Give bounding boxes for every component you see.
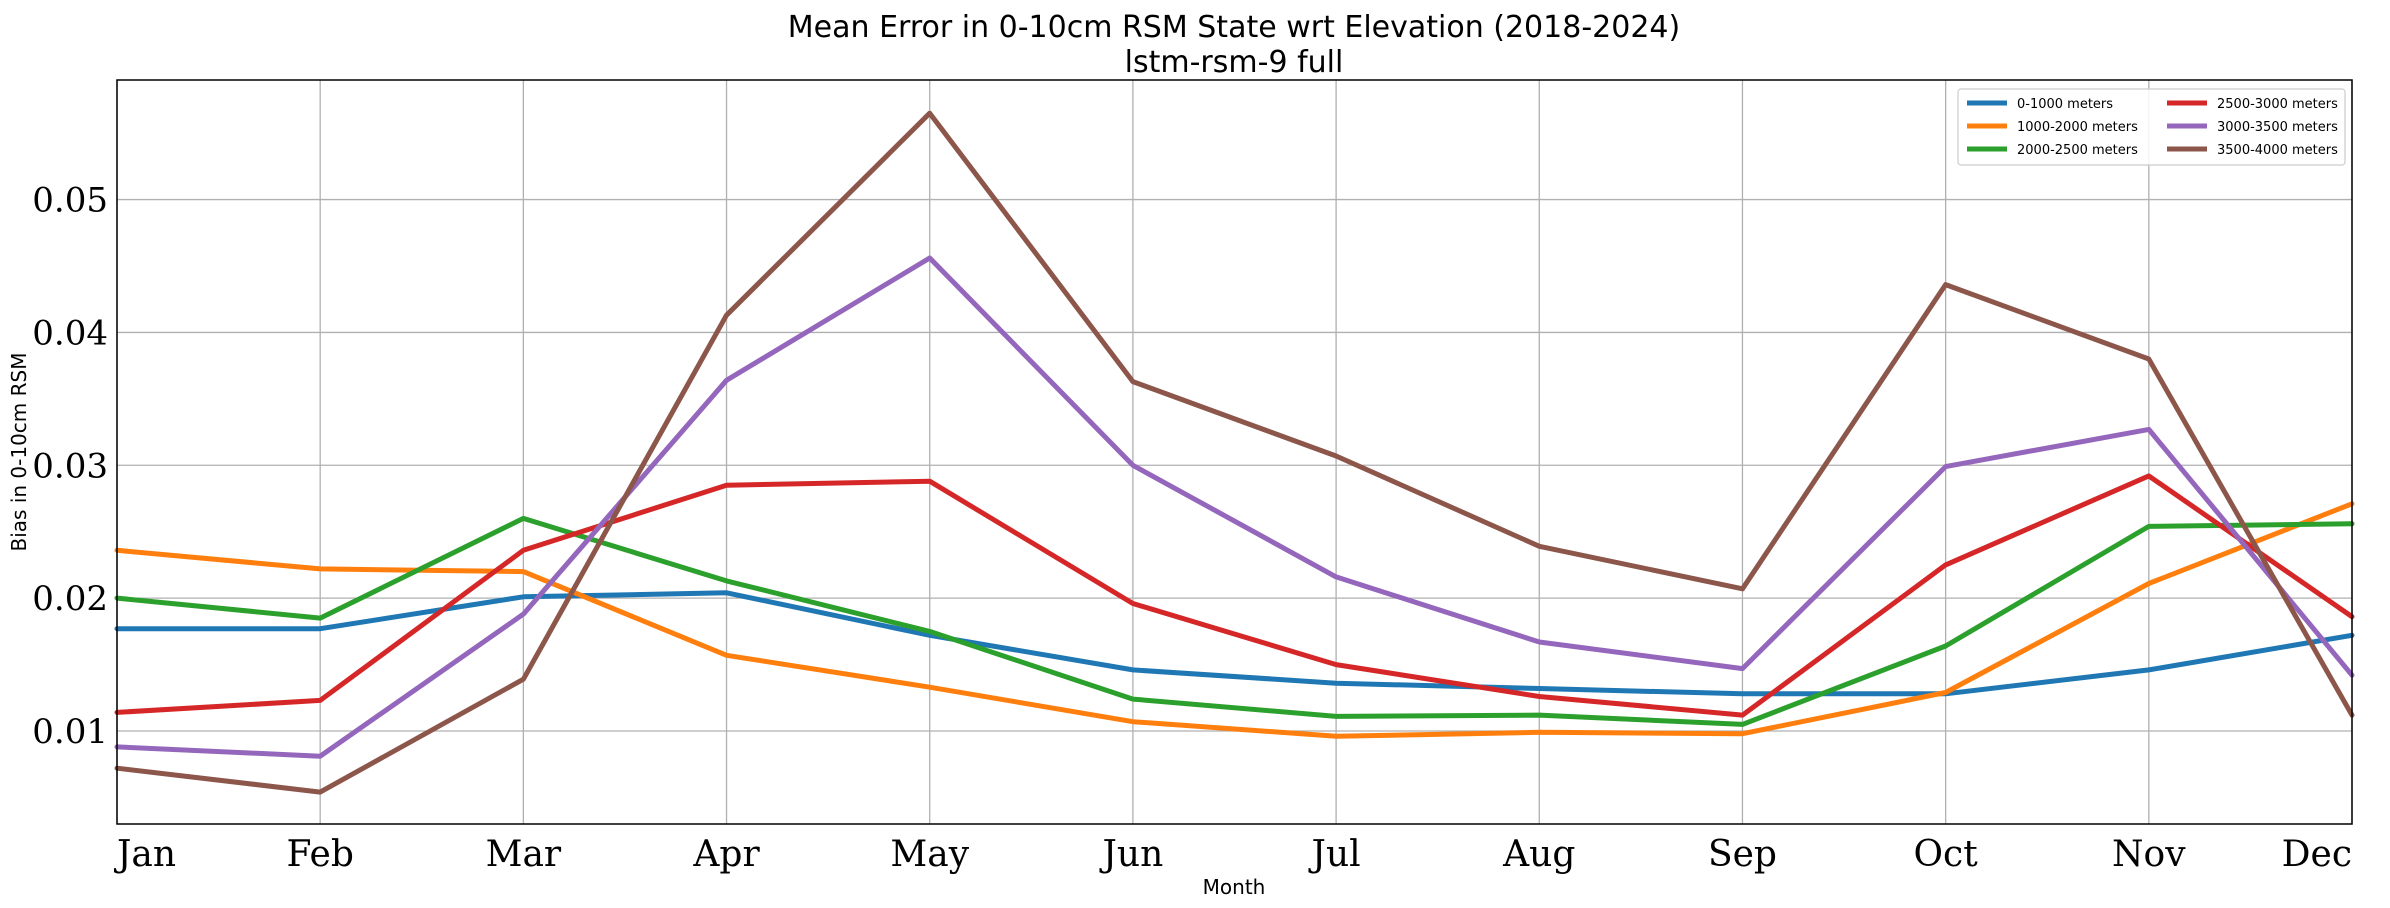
legend-label: 2500-3000 meters bbox=[2217, 97, 2338, 112]
x-tick-label: Nov bbox=[2112, 834, 2186, 875]
x-tick-label: Jun bbox=[1099, 834, 1164, 875]
x-axis-label: Month bbox=[1203, 875, 1266, 899]
x-tick-label: Jan bbox=[113, 834, 176, 875]
x-tick-label: May bbox=[890, 834, 969, 875]
legend-label: 1000-2000 meters bbox=[2017, 120, 2138, 135]
series-line-2500-3000-meters bbox=[114, 473, 2355, 718]
x-tick-label: Feb bbox=[287, 834, 354, 875]
y-tick-label: 0.03 bbox=[32, 446, 108, 486]
chart-title: Mean Error in 0-10cm RSM State wrt Eleva… bbox=[788, 10, 1680, 45]
x-tick-label: Apr bbox=[692, 834, 760, 875]
series-line-0-1000-meters bbox=[114, 590, 2355, 697]
chart-subtitle: lstm-rsm-9 full bbox=[1125, 45, 1344, 80]
x-tick-label: Sep bbox=[1708, 834, 1777, 875]
series-line-1000-2000-meters bbox=[114, 501, 2355, 739]
y-tick-label: 0.01 bbox=[32, 712, 108, 752]
x-tick-label: Jul bbox=[1308, 834, 1361, 875]
x-tick-label: Oct bbox=[1914, 834, 1979, 875]
legend-label: 2000-2500 meters bbox=[2017, 143, 2138, 158]
legend-label: 0-1000 meters bbox=[2017, 97, 2113, 112]
x-tick-labels: Jan Feb Mar Apr May Jun Jul Aug Sep Oct Nov Dec bbox=[113, 834, 2352, 875]
y-axis-label: Bias in 0-10cm RSM bbox=[7, 353, 31, 552]
series-lines bbox=[114, 110, 2355, 795]
y-tick-label: 0.02 bbox=[32, 579, 108, 619]
y-tick-label: 0.05 bbox=[32, 181, 108, 221]
series-line-3500-4000-meters bbox=[114, 110, 2355, 795]
x-tick-label: Aug bbox=[1502, 834, 1575, 875]
series-line-3000-3500-meters bbox=[114, 255, 2355, 759]
legend-label: 3000-3500 meters bbox=[2217, 120, 2338, 135]
y-tick-label: 0.04 bbox=[32, 313, 108, 353]
x-tick-label: Mar bbox=[486, 834, 562, 875]
legend-label: 3500-4000 meters bbox=[2217, 143, 2338, 158]
plot-frame bbox=[116, 79, 2353, 825]
x-tick-label: Dec bbox=[2282, 834, 2352, 875]
legend-box bbox=[1957, 88, 2346, 166]
legend: 0-1000 meters 1000-2000 meters 2000-2500 m… bbox=[1957, 88, 2346, 166]
series-line-2000-2500-meters bbox=[114, 515, 2355, 727]
y-tick-labels: 0.01 0.02 0.03 0.04 0.05 bbox=[32, 181, 108, 752]
